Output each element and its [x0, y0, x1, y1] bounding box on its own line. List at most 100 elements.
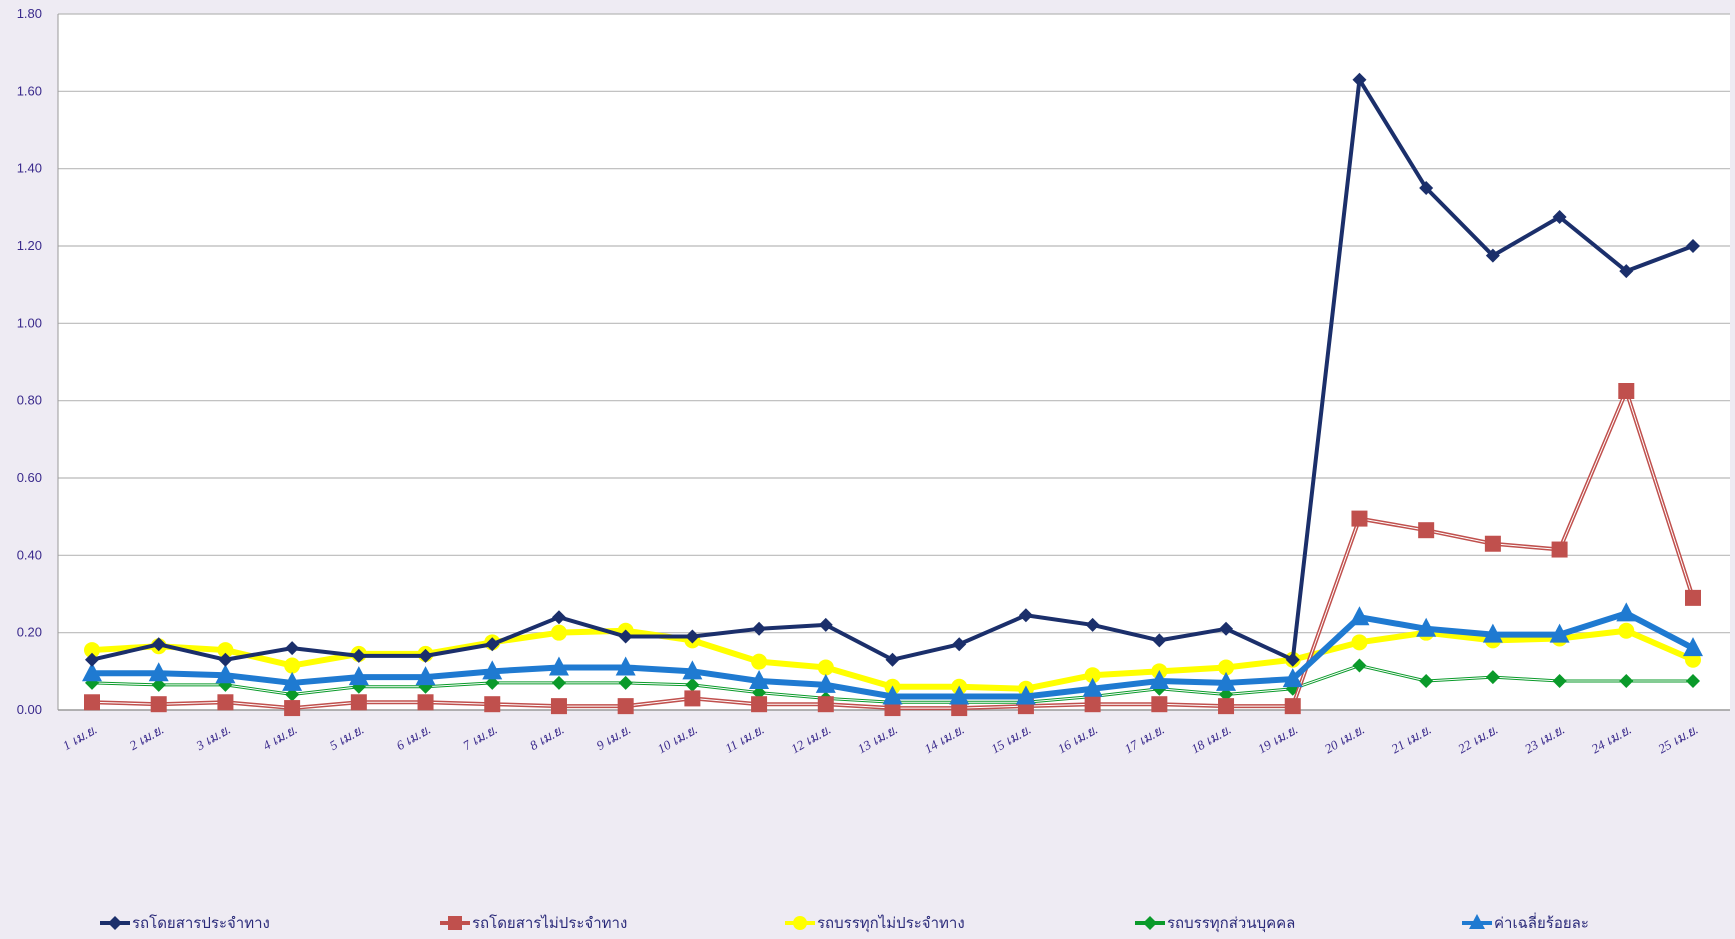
data-point-diamond [1552, 674, 1567, 688]
x-tick-label: 7 เม.ย. [460, 722, 499, 753]
data-point-triangle [1149, 670, 1170, 689]
x-tick-label: 22 เม.ย. [1455, 722, 1500, 757]
data-point-square [1484, 535, 1501, 552]
data-point-circle [793, 916, 807, 930]
data-point-square [1618, 383, 1635, 399]
data-point-square [1551, 541, 1568, 558]
data-point-diamond [1219, 687, 1234, 702]
data-point-diamond [285, 687, 300, 702]
data-point-triangle [1349, 606, 1370, 626]
data-point-triangle [815, 673, 836, 693]
data-point-diamond [351, 648, 366, 663]
legend: รถโดยสารประจำทาง รถโดยสารไม่ประจำทาง รถบรร… [100, 912, 1589, 933]
data-point-triangle [1416, 617, 1437, 637]
legend-item-4: รถบรรทุกส่วนบุคคล [1135, 914, 1295, 933]
legend-label: รถบรรทุกส่วนบุคคล [1167, 914, 1295, 933]
data-point-circle [751, 653, 768, 670]
data-point-triangle [282, 671, 303, 691]
data-point-triangle [415, 666, 436, 686]
legend-item-5: ค่าเฉลี่ยร้อยละ [1462, 912, 1589, 932]
data-point-square [1351, 510, 1368, 527]
data-point-square [1218, 698, 1235, 715]
data-point-circle [284, 657, 301, 674]
data-point-triangle [82, 662, 102, 682]
data-point-diamond [685, 677, 700, 692]
data-point-diamond [108, 916, 122, 930]
data-point-triangle [1469, 914, 1485, 929]
x-tick-label: 16 เม.ย. [1055, 722, 1100, 757]
data-point-triangle [348, 666, 369, 686]
data-point-square [417, 694, 434, 711]
x-tick-label: 18 เม.ย. [1188, 722, 1233, 757]
legend-label: ค่าเฉลี่ยร้อยละ [1494, 912, 1589, 932]
data-point-circle [1351, 634, 1368, 651]
data-point-diamond [1619, 674, 1634, 688]
data-point-triangle [215, 664, 236, 684]
data-point-diamond [1143, 916, 1157, 930]
data-point-diamond [485, 675, 500, 690]
x-tick-label: 23 เม.ย. [1522, 722, 1567, 757]
data-point-diamond [1352, 72, 1367, 87]
data-point-triangle [1482, 623, 1503, 643]
y-tick-label: 1.20 [17, 238, 42, 253]
data-point-diamond [1619, 264, 1634, 279]
data-point-triangle [615, 656, 636, 676]
data-point-diamond [685, 629, 700, 644]
data-point-square [1418, 522, 1435, 539]
x-tick-label: 13 เม.ย. [855, 722, 900, 757]
legend-label: รถบรรทุกไม่ประจำทาง [817, 914, 965, 933]
data-point-square [284, 700, 301, 717]
data-point-triangle [148, 662, 169, 682]
y-tick-label: 0.80 [17, 393, 42, 408]
data-point-diamond [285, 641, 300, 656]
data-point-diamond [1219, 621, 1234, 636]
y-tick-label: 0.00 [17, 702, 42, 717]
data-point-diamond [218, 652, 233, 667]
data-point-diamond [752, 685, 767, 700]
y-tick-label: 1.00 [17, 315, 42, 330]
x-tick-label: 20 เม.ย. [1322, 722, 1367, 757]
data-point-diamond [1085, 617, 1100, 632]
data-point-circle [817, 659, 834, 676]
data-point-diamond [1285, 652, 1300, 667]
x-tick-label: 2 เม.ย. [127, 722, 166, 753]
x-tick-label: 10 เม.ย. [655, 722, 700, 757]
x-tick-label: 5 เม.ย. [327, 722, 366, 753]
legend-item-1: รถโดยสารประจำทาง [100, 914, 270, 932]
data-point-triangle [682, 660, 703, 680]
x-tick-label: 8 เม.ย. [527, 722, 566, 753]
legend-label: รถโดยสารประจำทาง [132, 914, 270, 932]
data-point-square [684, 690, 701, 707]
plot-area [58, 14, 1730, 710]
data-point-diamond [885, 652, 900, 667]
x-tick-label: 17 เม.ย. [1122, 722, 1167, 757]
data-point-diamond [551, 610, 566, 625]
data-point-diamond [818, 617, 833, 632]
data-point-circle [550, 624, 567, 641]
data-point-triangle [1683, 637, 1703, 657]
data-point-diamond [1485, 670, 1500, 685]
x-tick-label: 14 เม.ย. [922, 722, 967, 757]
data-point-diamond [1419, 181, 1434, 195]
data-point-diamond [1419, 674, 1434, 688]
series-1 [85, 72, 1700, 667]
data-point-triangle [1015, 685, 1036, 705]
data-point-square [1151, 696, 1168, 713]
data-point-diamond [85, 652, 99, 667]
data-point-square [350, 694, 367, 711]
y-tick-label: 0.60 [17, 470, 42, 485]
data-point-triangle [749, 670, 770, 689]
data-point-triangle [882, 685, 903, 705]
x-axis-ticks: 1 เม.ย. 2 เม.ย. 3 เม.ย. 4 เม.ย. 5 เม.ย. 6 เม.… [60, 722, 1700, 757]
data-point-square [150, 696, 167, 713]
y-tick-label: 0.20 [17, 625, 42, 640]
x-tick-label: 24 เม.ย. [1589, 722, 1634, 757]
data-point-triangle [1282, 668, 1303, 688]
data-point-square [484, 696, 501, 713]
data-point-diamond [551, 675, 566, 690]
data-point-square [751, 696, 768, 713]
x-tick-label: 12 เม.ย. [788, 722, 833, 757]
data-point-diamond [1686, 239, 1700, 253]
data-point-circle [1084, 667, 1101, 684]
